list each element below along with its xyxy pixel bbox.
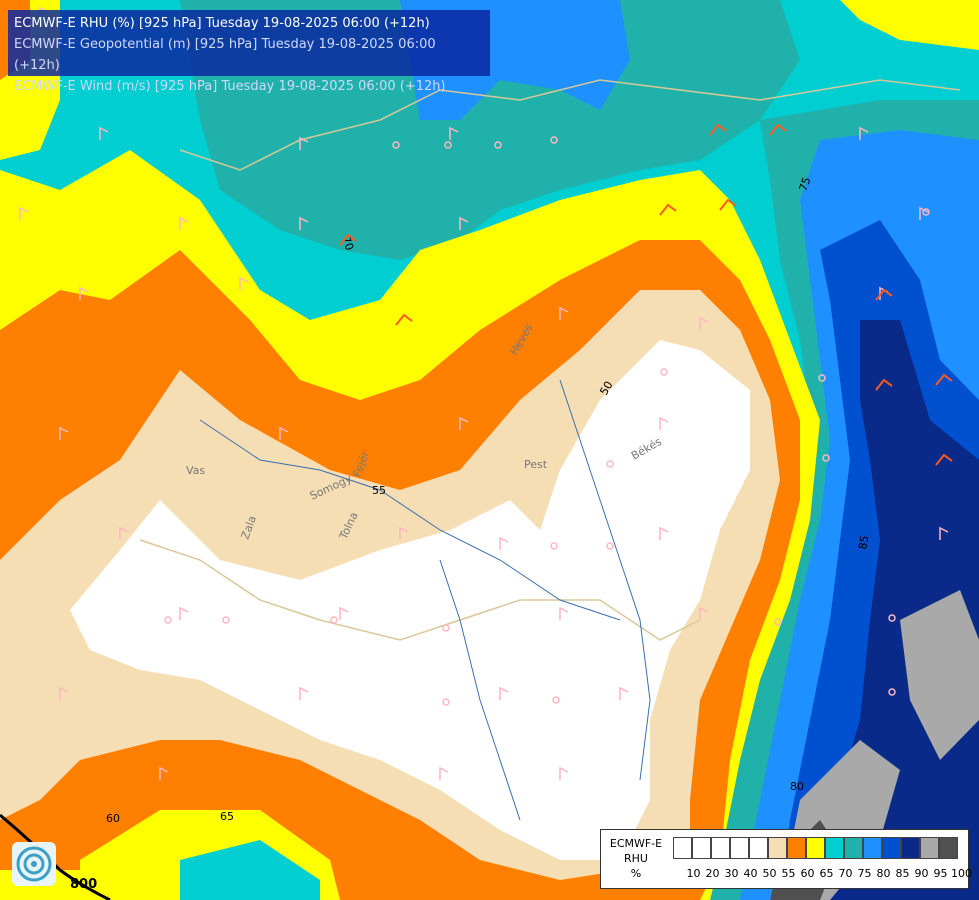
legend-swatch bbox=[730, 837, 749, 859]
place-label: Vas bbox=[186, 464, 205, 477]
legend-tick-label: 80 bbox=[876, 867, 891, 880]
contour-label-55: 55 bbox=[372, 484, 386, 497]
place-label: Pest bbox=[524, 458, 548, 471]
legend-swatch bbox=[806, 837, 825, 859]
legend-swatch bbox=[844, 837, 863, 859]
river-line bbox=[199, 419, 621, 621]
title-wind: ECMWF-E Wind (m/s) [925 hPa] Tuesday 19-… bbox=[14, 79, 446, 94]
legend-unit: % bbox=[630, 867, 642, 880]
legend-title-line1: ECMWF-E bbox=[609, 837, 663, 850]
legend-tick-label: 95 bbox=[933, 867, 948, 880]
legend-swatch bbox=[882, 837, 901, 859]
legend-tick-label: 90 bbox=[914, 867, 929, 880]
legend-label: ECMWF-E RHU % bbox=[603, 836, 669, 881]
rhu-band-65-ne bbox=[840, 0, 979, 50]
rhu-band-50 bbox=[70, 340, 750, 860]
wind-station-circles bbox=[164, 136, 930, 706]
legend-swatch bbox=[768, 837, 787, 859]
contour-label-75: 75 bbox=[797, 175, 814, 193]
ecmwf-swirl-icon bbox=[16, 846, 52, 882]
legend-swatch bbox=[825, 837, 844, 859]
legend-swatch bbox=[692, 837, 711, 859]
legend-tick-label: 20 bbox=[705, 867, 720, 880]
title-geopotential: ECMWF-E Geopotential (m) [925 hPa] Tuesd… bbox=[14, 37, 436, 73]
map-title-box: ECMWF-E RHU (%) [925 hPa] Tuesday 19-08-… bbox=[8, 10, 490, 94]
river-line bbox=[439, 559, 521, 821]
border-line bbox=[179, 79, 961, 171]
legend-tick-label: 40 bbox=[743, 867, 758, 880]
rhu-legend: ECMWF-E RHU % 10 20 30 40 50 55 60 65 70 75 80 85 90… bbox=[600, 829, 972, 889]
contour-label-65: 65 bbox=[220, 810, 234, 823]
border-line bbox=[139, 539, 701, 641]
ecmwf-logo bbox=[12, 842, 56, 886]
legend-tick-label: 50 bbox=[762, 867, 777, 880]
contour-label-50: 50 bbox=[597, 379, 615, 398]
contour-label-800: 800 bbox=[70, 877, 97, 892]
contour-label-60: 60 bbox=[106, 812, 120, 825]
geopotential-contour-800 bbox=[0, 813, 111, 900]
legend-swatch bbox=[673, 837, 692, 859]
legend-tick-label: 70 bbox=[838, 867, 853, 880]
legend-swatch bbox=[787, 837, 806, 859]
contour-label-85: 85 bbox=[856, 534, 871, 550]
legend-tick-label: 75 bbox=[857, 867, 872, 880]
legend-tick-label: 30 bbox=[724, 867, 739, 880]
legend-tick-label: 100 bbox=[951, 867, 972, 880]
rhu-band-95-east-a bbox=[900, 590, 979, 760]
rhu-band-70-sw bbox=[180, 840, 320, 900]
contour-label-80: 80 bbox=[790, 780, 804, 793]
legend-swatch bbox=[863, 837, 882, 859]
legend-tick-label: 60 bbox=[800, 867, 815, 880]
river-line bbox=[559, 379, 651, 781]
legend-swatch bbox=[901, 837, 920, 859]
wind-barbs-strong bbox=[339, 123, 953, 466]
legend-swatch bbox=[939, 837, 958, 859]
legend-tick-label: 85 bbox=[895, 867, 910, 880]
title-rhu: ECMWF-E RHU (%) [925 hPa] Tuesday 19-08-… bbox=[14, 16, 430, 31]
legend-tick-label: 55 bbox=[781, 867, 796, 880]
legend-tick-label: 65 bbox=[819, 867, 834, 880]
legend-swatch bbox=[711, 837, 730, 859]
legend-swatch bbox=[920, 837, 939, 859]
wind-barbs bbox=[19, 6, 949, 780]
legend-tick-label: 10 bbox=[686, 867, 701, 880]
legend-swatch bbox=[749, 837, 768, 859]
legend-title-line2: RHU bbox=[624, 852, 648, 865]
